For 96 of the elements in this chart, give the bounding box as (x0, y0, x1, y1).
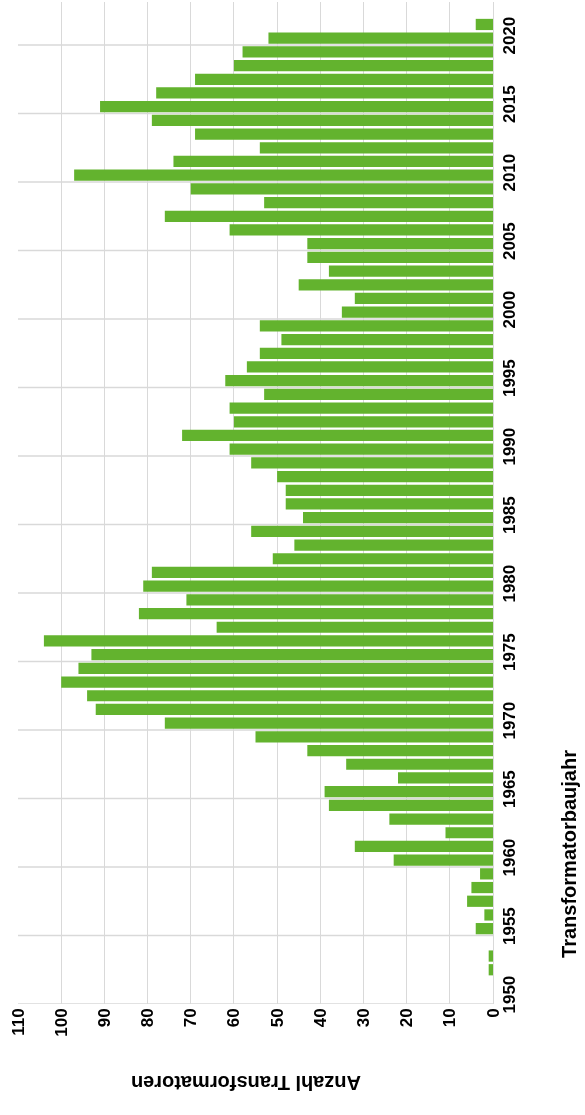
y-tick-label: 1960 (499, 838, 519, 877)
bar (61, 676, 493, 688)
x-tick-label: 110 (8, 1008, 28, 1036)
y-tick-label: 1990 (499, 427, 519, 466)
bar (488, 964, 493, 976)
x-tick-label: 60 (224, 1008, 244, 1028)
y-tick-label: 2015 (499, 85, 519, 124)
bar (393, 854, 493, 866)
y-tick-label: 1975 (499, 633, 519, 672)
bar (233, 416, 493, 428)
x-tick-label: 10 (440, 1008, 460, 1028)
bar (307, 251, 493, 263)
y-tick-label: 2005 (499, 222, 519, 261)
bar (242, 46, 493, 58)
bar (173, 155, 493, 168)
bar (467, 895, 493, 907)
bar (216, 621, 493, 633)
bar (151, 566, 493, 579)
bar (255, 731, 493, 743)
bar (281, 333, 493, 346)
y-tick-label: 1970 (499, 701, 519, 740)
bar (229, 443, 493, 455)
bar (475, 923, 493, 935)
bar (186, 594, 493, 606)
bar (389, 813, 493, 825)
bar (151, 114, 493, 126)
bar (294, 539, 493, 551)
bar (43, 635, 493, 647)
bar (190, 183, 493, 195)
bar (246, 361, 493, 373)
y-tick-label: 1985 (499, 496, 519, 535)
bar (229, 224, 493, 236)
x-tick-label: 90 (94, 1008, 114, 1028)
bar (354, 840, 493, 853)
bar (229, 402, 493, 414)
bar (471, 881, 493, 894)
bar (259, 320, 493, 332)
bar (100, 101, 493, 113)
bar (87, 690, 493, 702)
bar (298, 279, 493, 291)
bar (251, 525, 493, 537)
bar (91, 649, 493, 661)
y-tick-label: 2000 (499, 290, 519, 329)
bar (277, 470, 493, 483)
y-tick-label: 1955 (499, 907, 519, 946)
bar (324, 786, 493, 798)
bar (346, 758, 493, 770)
bar (195, 73, 493, 85)
bar (259, 142, 493, 154)
bar (195, 128, 493, 140)
y-tick-label: 1980 (499, 564, 519, 603)
bar (285, 484, 493, 496)
bar (272, 553, 493, 565)
bar (328, 265, 493, 277)
x-tick-label: 50 (267, 1008, 287, 1028)
bar (480, 868, 493, 880)
bar (143, 580, 493, 592)
bar (341, 306, 493, 318)
y-tick-label: 1965 (499, 770, 519, 809)
bar (445, 827, 493, 839)
bar (225, 375, 493, 387)
bar (268, 32, 493, 44)
bar (398, 772, 493, 784)
x-tick-label: 70 (181, 1008, 201, 1028)
bar (307, 238, 493, 250)
x-axis-title: Anzahl Transformatoren (130, 1072, 361, 1095)
bar (354, 292, 493, 305)
x-tick-label: 30 (353, 1008, 373, 1028)
y-tick-label: 1995 (499, 359, 519, 398)
bar (328, 799, 493, 811)
bar (156, 87, 493, 99)
y-tick-label: 2010 (499, 153, 519, 192)
bar (303, 512, 493, 524)
bar (285, 498, 493, 510)
bar (488, 950, 493, 962)
bar (264, 388, 493, 400)
y-tick-label: 2020 (499, 16, 519, 55)
bar (251, 457, 493, 469)
bar (138, 607, 493, 620)
bar (307, 744, 493, 757)
y-axis-title: Transformatorbaujahr (558, 749, 581, 958)
bar (164, 717, 493, 729)
bar (475, 18, 493, 31)
bar (182, 429, 493, 442)
bar (484, 909, 493, 921)
bar (74, 169, 493, 181)
bar (233, 59, 493, 72)
bar (259, 347, 493, 359)
x-tick-label: 40 (310, 1008, 330, 1028)
x-tick-label: 20 (397, 1008, 417, 1028)
x-tick-label: 100 (51, 1008, 71, 1037)
bar (95, 703, 493, 716)
bar (164, 210, 493, 222)
bar (78, 662, 493, 674)
bar (264, 196, 493, 209)
x-tick-label: 80 (138, 1008, 158, 1028)
